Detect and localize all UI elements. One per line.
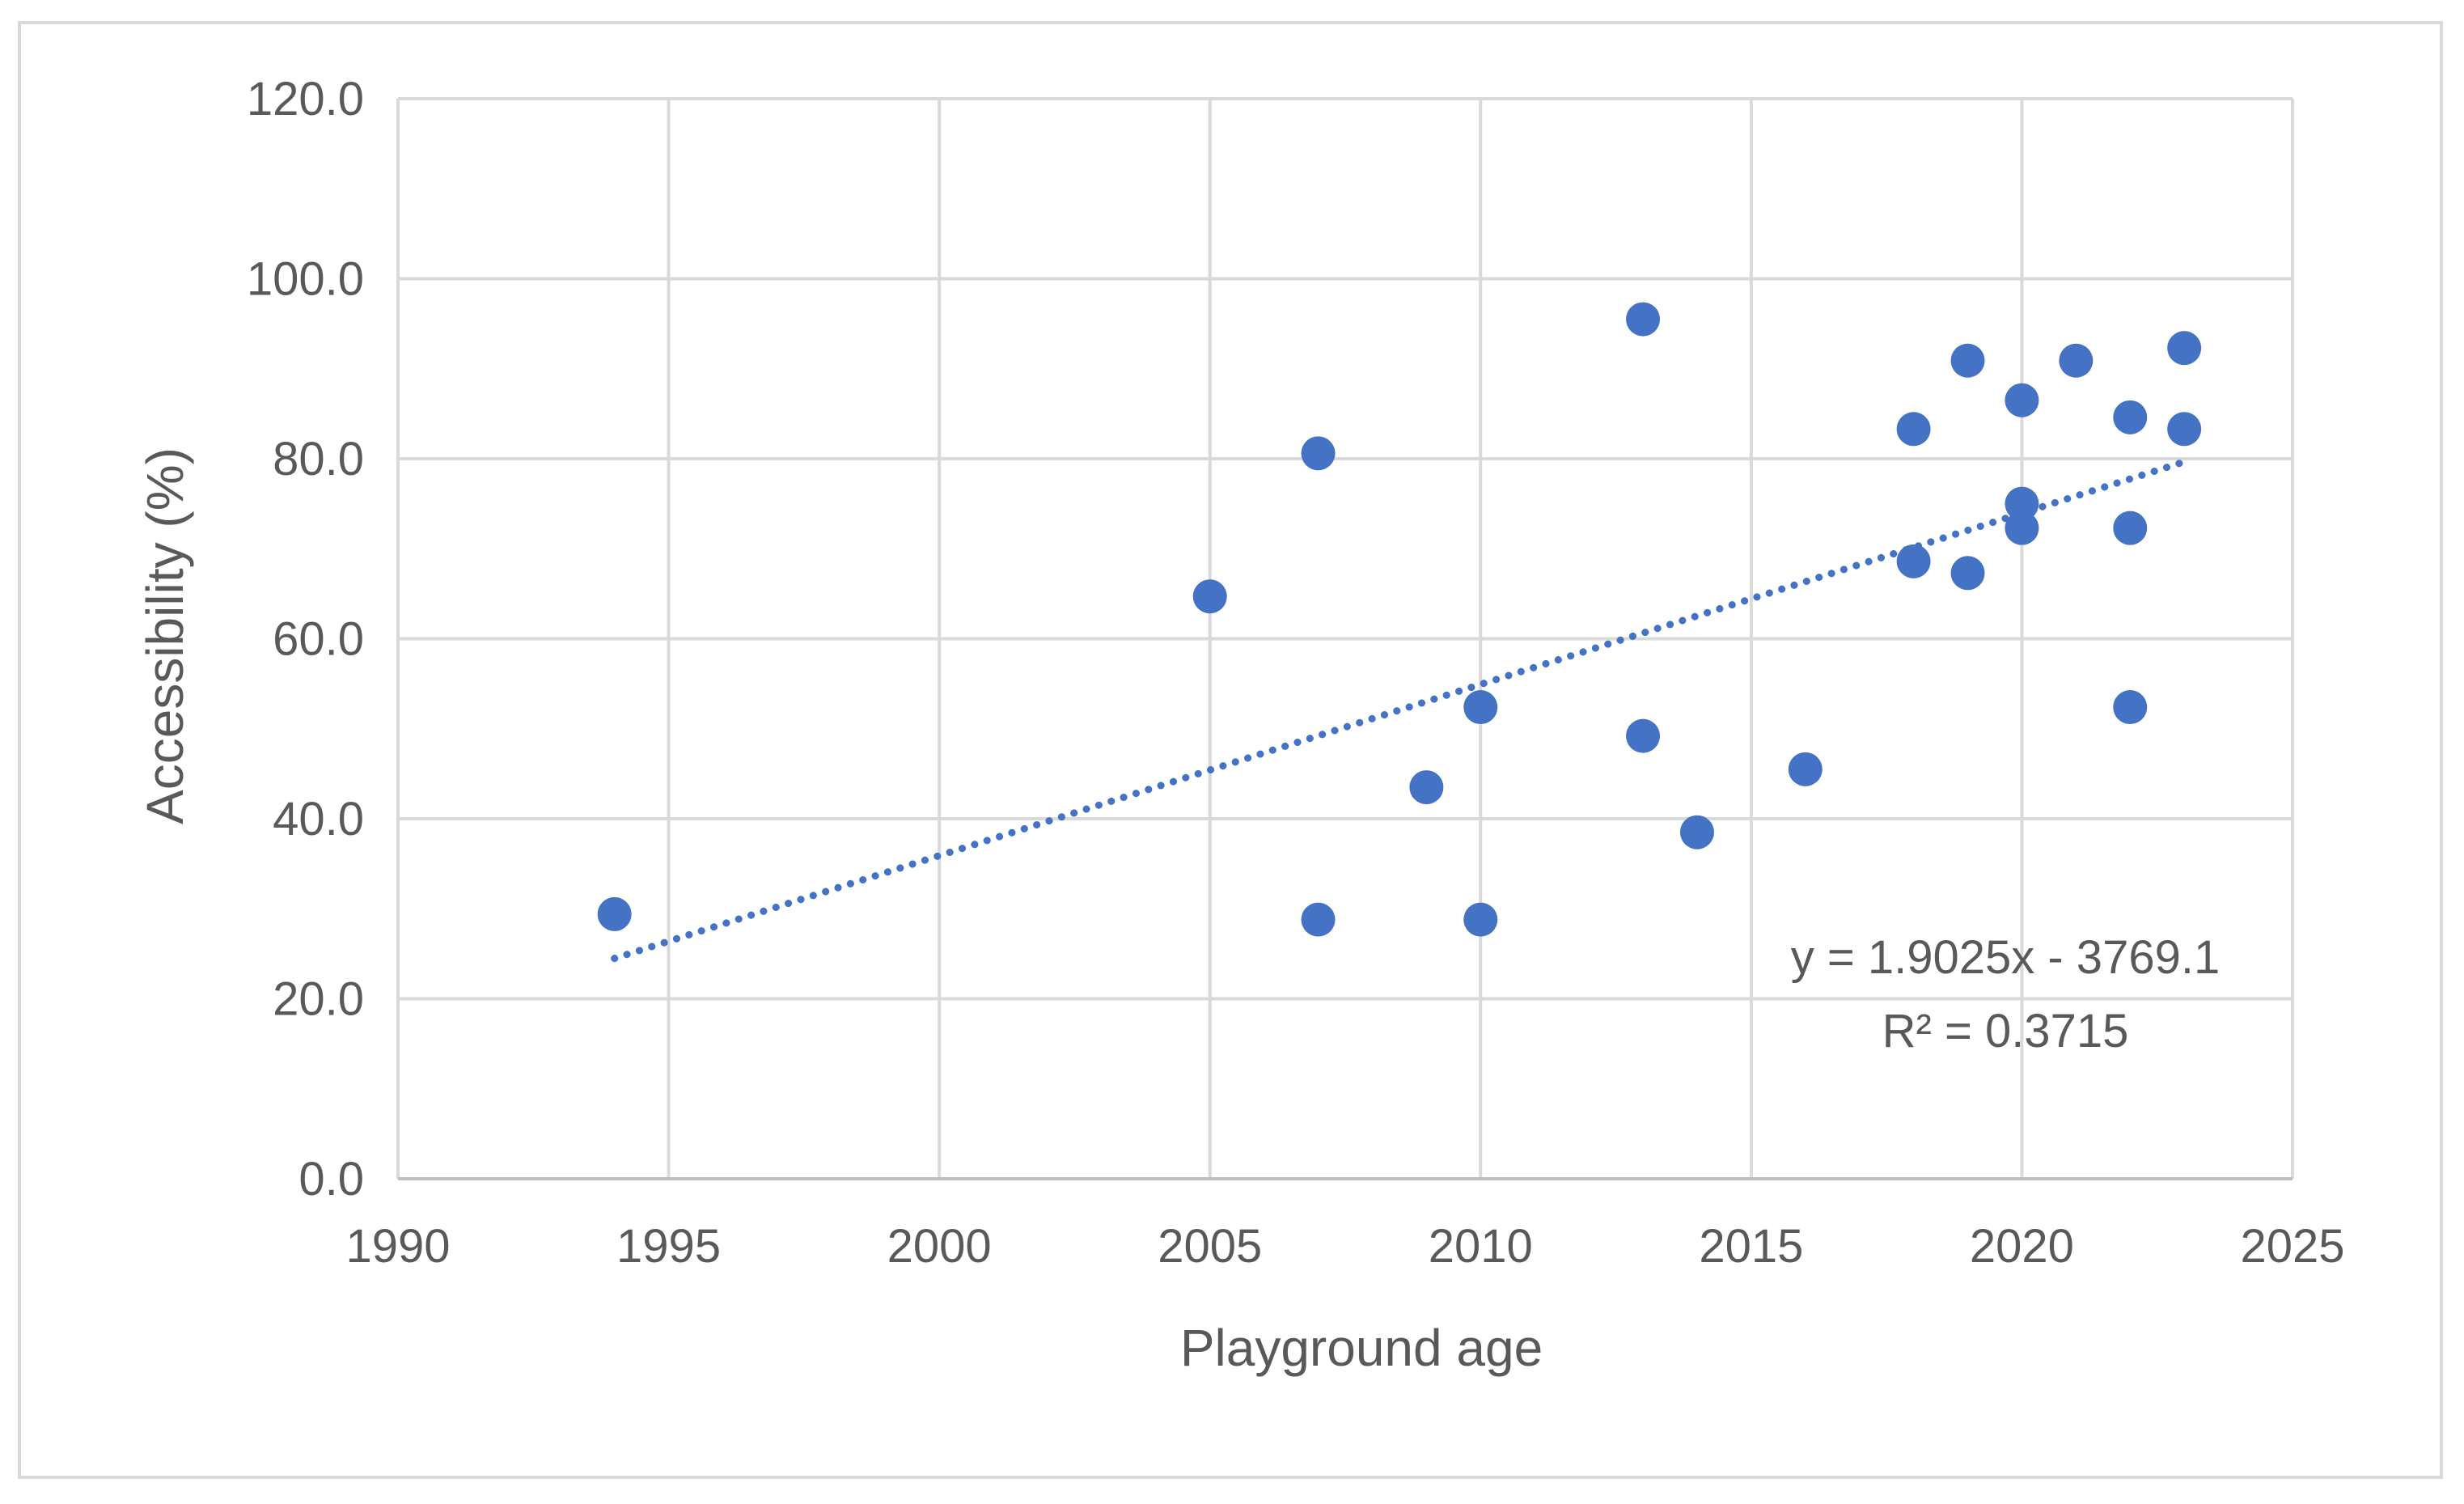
data-point [2113,400,2148,434]
data-point [1950,556,1985,591]
x-tick-label: 2010 [1429,1220,1533,1273]
y-tick-label: 60.0 [273,613,364,666]
data-point [2059,343,2094,378]
y-tick-label: 40.0 [273,793,364,845]
data-point [1192,579,1227,614]
data-point [1301,902,1336,937]
data-point [2113,690,2148,725]
trendline-path [611,458,2188,963]
x-axis-title: Playground age [1180,1319,1543,1377]
trendline-r-squared: R² = 0.3715 [1882,1005,2129,1057]
x-tick-label: 2005 [1158,1220,1262,1273]
trendline [611,458,2188,963]
data-point [1626,718,1661,753]
data-point [1626,302,1661,337]
y-tick-label: 100.0 [247,253,364,306]
scatter-chart: 1990 1995 2000 2005 2010 2015 2020 2025 0.0 20.0 4… [136,73,2345,1377]
data-point [1463,902,1498,937]
data-point [2167,412,2202,447]
x-tick-label: 2025 [2240,1220,2344,1273]
x-tick-label: 1995 [616,1220,721,1273]
data-point [1896,412,1931,447]
tick-labels: 1990 1995 2000 2005 2010 2015 2020 2025 0.0 20.0 4… [247,73,2345,1273]
data-point [597,896,632,931]
x-tick-label: 2020 [1970,1220,2074,1273]
data-point [1950,343,1985,378]
trendline-equation: y = 1.9025x - 3769.1 [1791,931,2220,984]
data-point [1301,436,1336,471]
y-tick-label: 120.0 [247,73,364,125]
data-point [2167,331,2202,366]
data-points [597,302,2202,937]
data-point [2005,511,2039,545]
y-tick-label: 20.0 [273,973,364,1026]
x-tick-label: 2000 [887,1220,992,1273]
data-point [1788,752,1823,786]
data-point [1896,544,1931,578]
chart-frame: 1990 1995 2000 2005 2010 2015 2020 2025 0.0 20.0 4… [18,21,2443,1479]
axes [396,99,2293,1180]
data-point [2005,383,2039,417]
gridlines [398,97,2294,1179]
x-tick-label: 2015 [1699,1220,1803,1273]
data-point [2113,511,2148,545]
data-point [1463,690,1498,725]
y-tick-label: 0.0 [298,1153,364,1205]
data-point [2005,486,2039,521]
x-tick-label: 1990 [345,1220,450,1273]
y-tick-label: 80.0 [273,433,364,485]
data-point [1679,815,1714,849]
data-point [1409,770,1444,805]
y-axis-title: Accessibility (%) [136,447,194,824]
